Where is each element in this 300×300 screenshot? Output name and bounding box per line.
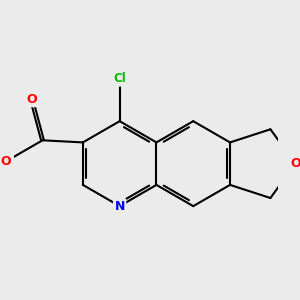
Text: O: O: [0, 155, 11, 168]
Text: O: O: [290, 157, 300, 170]
Text: O: O: [26, 93, 37, 106]
Text: N: N: [115, 200, 125, 213]
Text: Cl: Cl: [113, 72, 126, 85]
